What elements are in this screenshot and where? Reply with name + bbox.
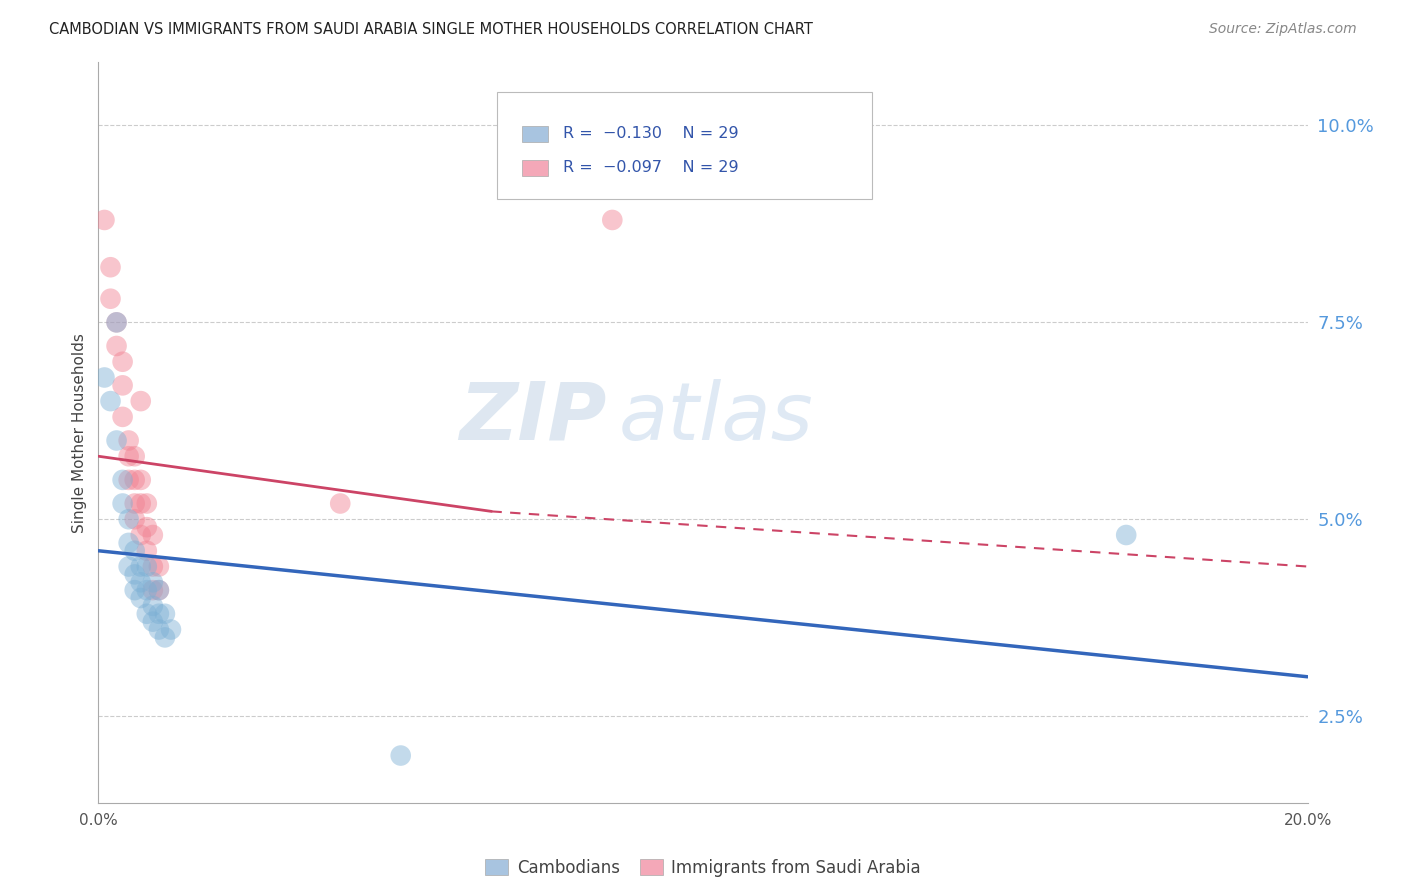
Point <box>135 543 157 558</box>
Point <box>602 213 624 227</box>
Point <box>129 496 152 510</box>
Point <box>124 496 146 510</box>
Point <box>105 315 128 329</box>
Bar <box>522 126 548 142</box>
FancyBboxPatch shape <box>498 92 872 200</box>
Point <box>148 607 170 621</box>
Point <box>124 473 146 487</box>
Point <box>135 607 157 621</box>
Point <box>148 583 170 598</box>
Point <box>148 623 170 637</box>
Text: Source: ZipAtlas.com: Source: ZipAtlas.com <box>1209 22 1357 37</box>
Point <box>111 355 134 369</box>
Point <box>129 528 152 542</box>
Point <box>153 631 176 645</box>
Point <box>160 623 183 637</box>
Point <box>129 559 152 574</box>
Point <box>111 409 134 424</box>
Point <box>329 496 352 510</box>
Point <box>105 434 128 448</box>
Point <box>129 591 152 605</box>
Point <box>135 496 157 510</box>
Bar <box>522 160 548 176</box>
Point <box>142 559 165 574</box>
Point <box>100 260 122 275</box>
Point <box>142 599 165 613</box>
Point <box>135 583 157 598</box>
Point <box>118 512 141 526</box>
Legend: Cambodians, Immigrants from Saudi Arabia: Cambodians, Immigrants from Saudi Arabia <box>478 852 928 883</box>
Point <box>100 394 122 409</box>
Point <box>124 567 146 582</box>
Text: R =  −0.130    N = 29: R = −0.130 N = 29 <box>562 127 738 141</box>
Point <box>124 512 146 526</box>
Point <box>129 394 152 409</box>
Point <box>153 607 176 621</box>
Point <box>129 473 152 487</box>
Point <box>93 370 115 384</box>
Point <box>1115 528 1137 542</box>
Point <box>135 520 157 534</box>
Y-axis label: Single Mother Households: Single Mother Households <box>72 333 87 533</box>
Point <box>142 583 165 598</box>
Point <box>142 575 165 590</box>
Point <box>124 449 146 463</box>
Point <box>148 559 170 574</box>
Point <box>105 339 128 353</box>
Text: CAMBODIAN VS IMMIGRANTS FROM SAUDI ARABIA SINGLE MOTHER HOUSEHOLDS CORRELATION C: CAMBODIAN VS IMMIGRANTS FROM SAUDI ARABI… <box>49 22 813 37</box>
Point <box>111 378 134 392</box>
Text: atlas: atlas <box>619 379 813 457</box>
Point <box>118 449 141 463</box>
Point <box>124 543 146 558</box>
Point <box>100 292 122 306</box>
Point <box>118 434 141 448</box>
Text: R =  −0.097    N = 29: R = −0.097 N = 29 <box>562 161 738 175</box>
Point <box>118 536 141 550</box>
Point <box>389 748 412 763</box>
Point <box>129 575 152 590</box>
Text: ZIP: ZIP <box>458 379 606 457</box>
Point <box>93 213 115 227</box>
Point <box>135 559 157 574</box>
Point <box>105 315 128 329</box>
Point <box>148 583 170 598</box>
Point <box>124 583 146 598</box>
Point <box>118 473 141 487</box>
Point <box>142 528 165 542</box>
Point <box>111 496 134 510</box>
Point <box>111 473 134 487</box>
Point <box>142 615 165 629</box>
Point <box>118 559 141 574</box>
